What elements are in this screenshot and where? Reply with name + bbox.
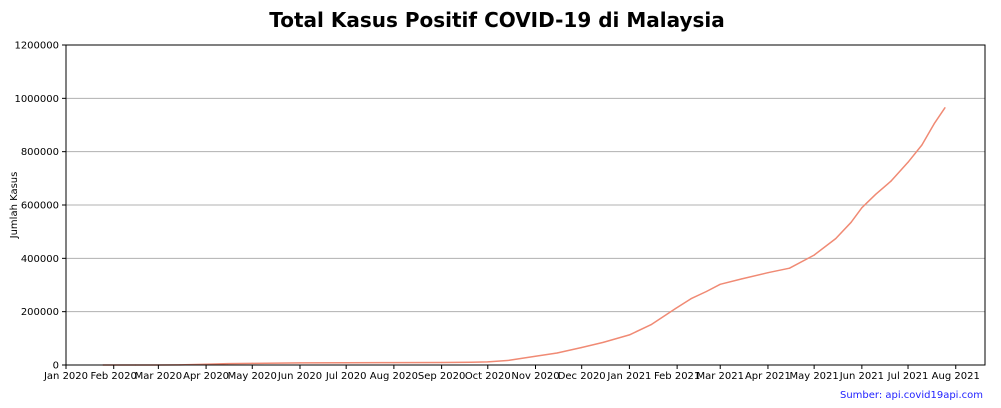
data-point [487,361,489,363]
data-point [875,193,877,195]
data-point [933,123,935,125]
x-tick-label: Jun 2020 [277,371,322,382]
x-tick-label: Jul 2021 [887,371,929,382]
data-point [470,361,472,363]
data-point [674,307,677,310]
series-layer [102,107,946,366]
y-tick-label: 1200000 [14,41,59,52]
data-point [719,283,721,285]
x-tick-label: Sep 2020 [418,371,465,382]
y-tick-label: 800000 [21,147,59,158]
data-point [767,272,769,274]
source-annotation: Sumber: api.covid19api.com [840,390,983,401]
y-tick-label: 200000 [21,307,59,318]
data-point [251,362,253,364]
data-point [299,362,301,364]
data-point [690,298,692,300]
data-point [705,290,707,293]
data-point [944,107,946,109]
data-point [556,352,558,354]
data-point [441,361,443,364]
y-tick-label: 1000000 [14,94,59,105]
x-tick-label: Apr 2020 [183,371,229,382]
chart-title: Total Kasus Positif COVID-19 di Malaysia [269,8,725,32]
x-tick-label: Feb 2021 [654,371,700,382]
data-point [628,334,631,336]
data-point [907,161,909,163]
x-tick-label: Mar 2020 [135,371,183,382]
x-tick-label: May 2020 [228,371,277,382]
data-point [227,363,229,365]
x-tick-label: Oct 2020 [465,371,511,382]
data-point [602,341,604,344]
y-axis-label: Jumlah Kasus [9,172,20,240]
data-point [788,267,791,269]
data-point [534,355,537,357]
y-tick-label: 0 [53,361,59,372]
data-point [650,324,652,326]
data-point [921,144,923,146]
grid-lines [66,97,985,313]
x-tick-label: Jan 2020 [43,371,88,382]
data-point [393,361,395,364]
data-point [741,278,743,280]
y-tick-label: 600000 [21,201,59,212]
x-tick-label: Apr 2021 [745,371,791,382]
data-point [850,221,852,223]
y-tick-label: 400000 [21,254,59,265]
x-tick-label: Jun 2021 [839,371,884,382]
data-point [861,207,863,209]
series-line [102,107,946,366]
x-tick-label: Aug 2021 [932,371,980,382]
data-point [345,362,347,364]
data-point [508,359,510,361]
x-tick-label: Aug 2020 [370,371,418,382]
data-point [890,180,892,182]
x-tick-label: May 2021 [789,371,838,382]
x-tick-label: Feb 2020 [91,371,137,382]
x-tick-label: Nov 2020 [511,371,559,382]
x-tick-label: Jan 2021 [606,371,651,382]
x-tick-label: Dec 2020 [558,371,606,382]
x-tick-label: Jul 2020 [325,371,367,382]
data-point [813,254,815,256]
data-point [581,346,583,349]
y-axis: 0 200000 400000 600000 800000 1000000 1200000 [14,41,66,372]
x-tick-label: Mar 2021 [696,371,744,382]
data-point [835,238,837,240]
